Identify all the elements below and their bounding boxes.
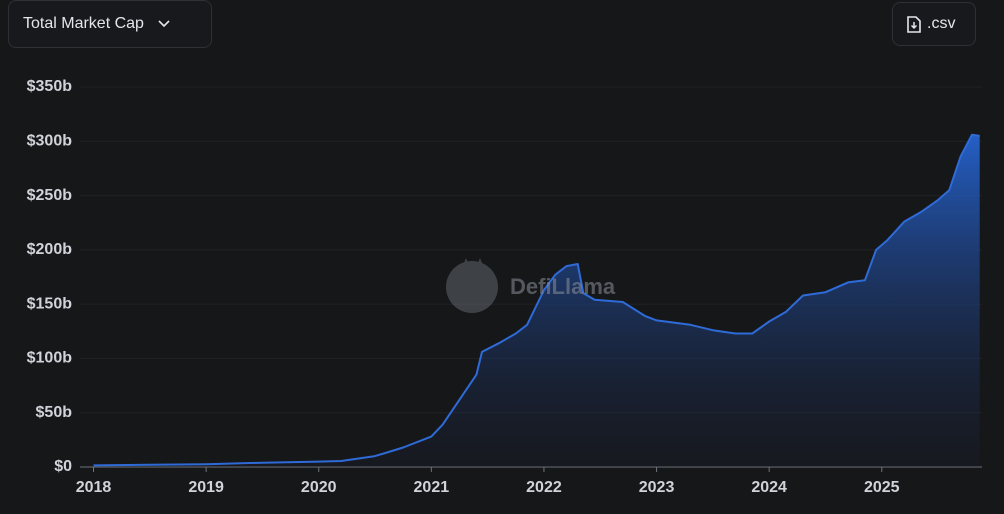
- y-tick-label: $0: [54, 458, 72, 475]
- area-fill: [93, 134, 980, 468]
- y-tick-label: $300b: [27, 133, 73, 150]
- y-tick-label: $50b: [36, 404, 73, 421]
- line: [93, 133, 980, 467]
- watermark-text: DefiLlama: [510, 274, 616, 299]
- x-tick-label: 2023: [639, 479, 675, 496]
- y-tick-label: $100b: [27, 350, 73, 367]
- x-tick-label: 2024: [751, 479, 787, 496]
- x-tick-label: 2018: [76, 479, 112, 496]
- watermark-logo: [446, 257, 498, 313]
- csv-button[interactable]: .csv: [892, 2, 976, 46]
- y-tick-label: $150b: [27, 295, 73, 312]
- y-tick-label: $200b: [27, 241, 73, 258]
- csv-label: .csv: [927, 15, 956, 32]
- y-tick-label: $350b: [27, 78, 73, 95]
- x-tick-label: 2020: [301, 479, 337, 496]
- chevron-icon: [158, 20, 170, 28]
- y-tick-label: $250b: [27, 187, 73, 204]
- x-tick-label: 2021: [414, 479, 450, 496]
- dropdown-label: Total Market Cap: [23, 15, 144, 32]
- x-tick-label: 2025: [864, 479, 900, 496]
- x-tick-label: 2019: [188, 479, 224, 496]
- file-icon: [907, 15, 921, 33]
- metric-dropdown[interactable]: Total Market Cap: [8, 0, 212, 48]
- x-tick-label: 2022: [526, 479, 562, 496]
